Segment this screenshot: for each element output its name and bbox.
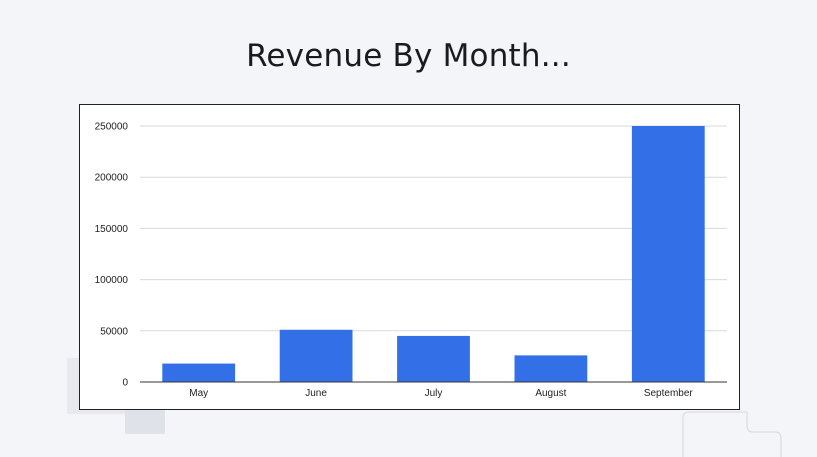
bar-september	[631, 126, 705, 382]
y-tick-label: 100000	[95, 275, 129, 286]
y-tick-label: 200000	[95, 173, 129, 184]
bar-august	[514, 355, 588, 382]
bar-june	[279, 329, 353, 382]
y-tick-label: 0	[122, 378, 128, 389]
page-title: Revenue By Month...	[246, 38, 571, 74]
x-axis-tick-labels: May June July August September	[189, 388, 693, 399]
decorative-square-small	[125, 408, 165, 434]
grid-lines	[140, 125, 727, 332]
y-tick-label: 50000	[100, 326, 128, 337]
x-tick-label: May	[189, 388, 208, 399]
bar-may	[162, 363, 236, 382]
bar-chart: 0 50000 100000 150000 200000 250000 May June Ju…	[95, 122, 727, 399]
x-tick-label: August	[535, 388, 566, 399]
chart-container: 0 50000 100000 150000 200000 250000 May June Ju…	[79, 104, 740, 410]
x-tick-label: June	[305, 388, 327, 399]
y-tick-label: 150000	[95, 224, 129, 235]
x-tick-label: July	[425, 388, 443, 399]
bars	[162, 126, 705, 382]
y-axis-tick-labels: 0 50000 100000 150000 200000 250000	[95, 122, 129, 389]
y-tick-label: 250000	[95, 122, 129, 133]
bar-july	[397, 335, 470, 382]
x-tick-label: September	[644, 388, 694, 399]
